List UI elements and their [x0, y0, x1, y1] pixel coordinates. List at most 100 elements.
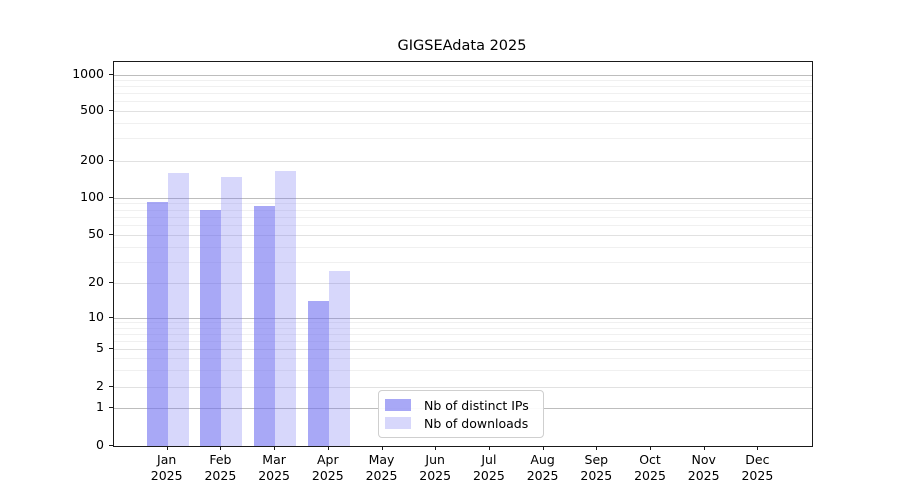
gridline [114, 386, 812, 388]
y-tick-mark [109, 348, 113, 349]
y-tick-mark [109, 196, 113, 198]
gridline [114, 197, 812, 199]
gridline-minor [114, 216, 812, 218]
gridline-minor [114, 209, 812, 211]
y-tick-label: 2 [96, 377, 104, 393]
gridline [114, 349, 812, 350]
bar-downloads [328, 271, 350, 446]
x-tick-month: Feb [209, 452, 232, 467]
y-tick-mark [109, 109, 113, 111]
x-tick-mark [542, 446, 544, 450]
bar-downloads [221, 176, 243, 446]
gridline-minor [114, 93, 812, 94]
x-tick-year: 2025 [365, 467, 398, 483]
gridline-minor [114, 333, 812, 335]
gridline-minor [114, 101, 812, 102]
gridline-minor [114, 358, 812, 360]
x-tick-month: Oct [639, 452, 661, 467]
x-tick-mark [220, 446, 222, 450]
gridline-minor [114, 86, 812, 88]
y-tick-mark [109, 445, 113, 446]
gridline [114, 74, 812, 76]
x-tick-month: Jan [157, 452, 177, 467]
y-tick-mark [109, 73, 113, 75]
x-tick-mark [488, 446, 490, 450]
x-tick-label: May 2025 [342, 452, 422, 483]
gridline [114, 160, 812, 162]
y-tick-label: 20 [88, 274, 104, 289]
x-tick-mark [274, 446, 276, 450]
x-tick-year: 2025 [741, 467, 774, 483]
bar-distinct-ips [146, 201, 168, 446]
x-tick-year: 2025 [472, 467, 505, 483]
y-tick-label: 200 [80, 151, 104, 167]
x-tick-mark [757, 446, 759, 450]
x-tick-mark [596, 446, 598, 450]
x-tick-month: Nov [691, 452, 716, 467]
legend: Nb of distinct IPs Nb of downloads [378, 390, 544, 438]
y-tick-label: 0 [96, 437, 104, 452]
x-tick-label: Mar 2025 [234, 452, 314, 483]
x-tick-year: 2025 [150, 467, 183, 483]
x-tick-month: Dec [745, 452, 770, 467]
x-tick-month: Mar [262, 452, 286, 467]
gridline [114, 283, 812, 284]
gridline-minor [114, 203, 812, 205]
y-tick-label: 5 [96, 340, 104, 355]
y-tick-mark [109, 282, 113, 283]
bar-distinct-ips [200, 209, 222, 446]
x-tick-year: 2025 [634, 467, 666, 483]
y-tick-label: 500 [80, 101, 104, 117]
gridline-minor [114, 80, 812, 81]
x-tick-label: Aug 2025 [503, 452, 583, 483]
x-tick-label: Jun 2025 [395, 452, 475, 483]
y-tick-label: 10 [88, 308, 104, 324]
x-tick-year: 2025 [526, 467, 559, 483]
bar-downloads [167, 172, 189, 446]
gridline-minor [114, 246, 812, 248]
x-tick-month: Sep [584, 452, 609, 467]
x-tick-mark [166, 446, 168, 450]
y-tick-label: 50 [88, 226, 104, 241]
bar-distinct-ips [254, 206, 276, 446]
gridline [114, 235, 812, 236]
x-tick-label: Sep 2025 [556, 452, 636, 483]
gridline-minor [114, 225, 812, 227]
x-tick-mark [650, 446, 651, 450]
legend-entry: Nb of distinct IPs [385, 397, 535, 413]
y-tick-mark [109, 385, 113, 387]
x-tick-month: May [368, 452, 395, 467]
x-tick-label: Dec 2025 [717, 452, 797, 483]
x-tick-label: Oct 2025 [610, 452, 690, 483]
gridline-minor [114, 322, 812, 324]
x-tick-year: 2025 [687, 467, 720, 483]
x-tick-year: 2025 [419, 467, 452, 483]
gridline-minor [114, 327, 812, 329]
y-tick-label: 1 [96, 399, 104, 414]
x-tick-mark [703, 446, 705, 450]
legend-label: Nb of distinct IPs [424, 397, 529, 413]
bar-downloads [275, 170, 297, 446]
x-tick-label: Feb 2025 [180, 452, 260, 483]
gridline [114, 110, 812, 112]
legend-swatch-distinct-ips [385, 399, 411, 411]
x-tick-year: 2025 [258, 467, 290, 483]
x-tick-year: 2025 [580, 467, 613, 483]
x-tick-mark [381, 446, 383, 450]
x-tick-year: 2025 [204, 467, 237, 483]
y-tick-mark [109, 316, 113, 318]
legend-label: Nb of downloads [424, 415, 529, 431]
x-tick-label: Apr 2025 [288, 452, 368, 483]
legend-swatch-downloads [385, 417, 411, 429]
gridline-minor [114, 138, 812, 140]
x-tick-mark [327, 446, 329, 450]
gridline-minor [114, 122, 812, 124]
x-tick-month: Jun [425, 452, 445, 467]
plot-area [113, 61, 813, 447]
x-tick-year: 2025 [311, 467, 344, 483]
gridline [114, 317, 812, 319]
x-tick-mark [435, 446, 437, 450]
y-tick-label: 100 [80, 188, 104, 204]
x-tick-month: Jul [481, 452, 497, 467]
